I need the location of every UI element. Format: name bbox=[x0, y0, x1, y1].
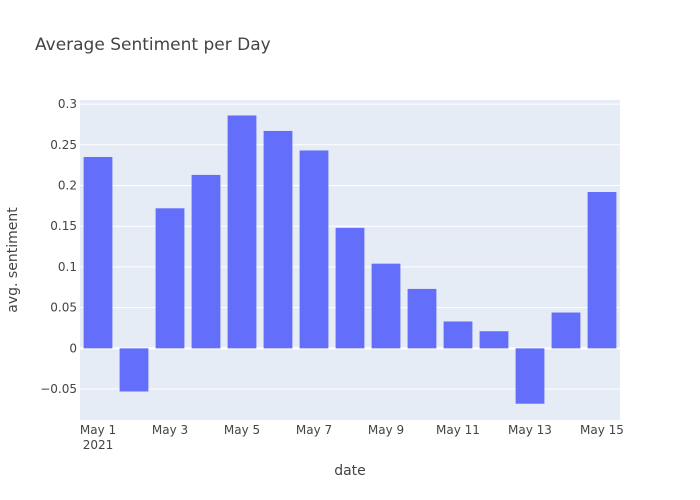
bars bbox=[83, 115, 617, 404]
y-axis-ticks: −0.05 0 0.05 0.1 0.15 0.2 0.25 0.3 bbox=[40, 97, 77, 396]
x-tick-label: May 11 bbox=[436, 423, 480, 437]
bar-2021-05-15 bbox=[587, 192, 617, 349]
x-tick-label: May 5 bbox=[224, 423, 260, 437]
bar-2021-05-07 bbox=[299, 150, 329, 349]
bar-2021-05-09 bbox=[371, 263, 401, 349]
bar-2021-05-05 bbox=[227, 115, 257, 349]
bar-2021-05-04 bbox=[191, 174, 221, 349]
x-tick-label: May 3 bbox=[152, 423, 188, 437]
y-tick-label: 0 bbox=[69, 341, 77, 355]
bar-2021-05-14 bbox=[551, 312, 581, 349]
x-tick-label: May 15 bbox=[580, 423, 624, 437]
y-tick-label: 0.15 bbox=[50, 219, 77, 233]
x-tick-label: May 9 bbox=[368, 423, 404, 437]
x-tick-label: May 7 bbox=[296, 423, 332, 437]
x-axis-title: date bbox=[334, 463, 366, 479]
bar-2021-05-01 bbox=[83, 156, 113, 349]
bar-2021-05-03 bbox=[155, 208, 185, 349]
bar-2021-05-06 bbox=[263, 130, 293, 349]
x-tick-year-label: 2021 bbox=[83, 438, 114, 452]
x-tick-label: May 1 bbox=[80, 423, 116, 437]
chart-title: Average Sentiment per Day bbox=[35, 35, 271, 55]
y-tick-label: 0.25 bbox=[50, 138, 77, 152]
bar-2021-05-10 bbox=[407, 288, 437, 349]
y-axis-title: avg. sentiment bbox=[5, 207, 21, 313]
y-tick-label: −0.05 bbox=[40, 382, 77, 396]
x-tick-label: May 13 bbox=[508, 423, 552, 437]
bar-2021-05-12 bbox=[479, 331, 509, 349]
bar-2021-05-02 bbox=[119, 348, 149, 392]
bar-2021-05-08 bbox=[335, 227, 365, 349]
bar-2021-05-13 bbox=[515, 348, 545, 404]
y-tick-label: 0.1 bbox=[58, 260, 77, 274]
bar-2021-05-11 bbox=[443, 321, 473, 349]
y-tick-label: 0.2 bbox=[58, 178, 77, 192]
y-tick-label: 0.3 bbox=[58, 97, 77, 111]
y-tick-label: 0.05 bbox=[50, 301, 77, 315]
